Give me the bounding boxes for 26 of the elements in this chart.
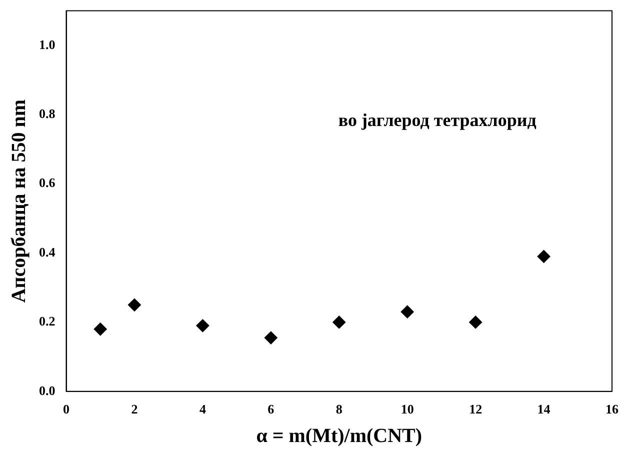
x-tick-label: 8 — [336, 402, 343, 417]
x-tick-label: 6 — [268, 402, 275, 417]
point — [469, 316, 482, 329]
point — [128, 298, 141, 312]
y-tick-label: 0.4 — [39, 244, 56, 260]
point — [332, 316, 346, 329]
y-tick-label: 1.0 — [39, 36, 56, 52]
point — [400, 305, 414, 318]
y-tick-label: 0.2 — [39, 314, 56, 329]
x-tick-label: 12 — [469, 402, 482, 417]
point — [264, 331, 278, 344]
point — [537, 250, 550, 263]
x-tick-label: 0 — [63, 402, 70, 417]
point — [196, 319, 210, 332]
x-axis-title: α = m(Mt)/m(CNT) — [256, 425, 422, 448]
x-tick-label: 10 — [400, 402, 414, 417]
x-tick-label: 4 — [199, 402, 206, 417]
y-tick-label: 0.8 — [39, 106, 56, 121]
y-axis-title: Апсорбанца на 550 nm — [8, 99, 30, 303]
y-tick-label: 0.6 — [39, 175, 56, 190]
y-tick-label: 0.0 — [39, 382, 56, 398]
point — [94, 322, 107, 336]
x-tick-label: 16 — [606, 402, 619, 417]
x-tick-label: 14 — [537, 402, 551, 417]
annotation: во јаглерод тетрахлорид — [338, 110, 536, 130]
x-tick-label: 2 — [131, 402, 138, 417]
